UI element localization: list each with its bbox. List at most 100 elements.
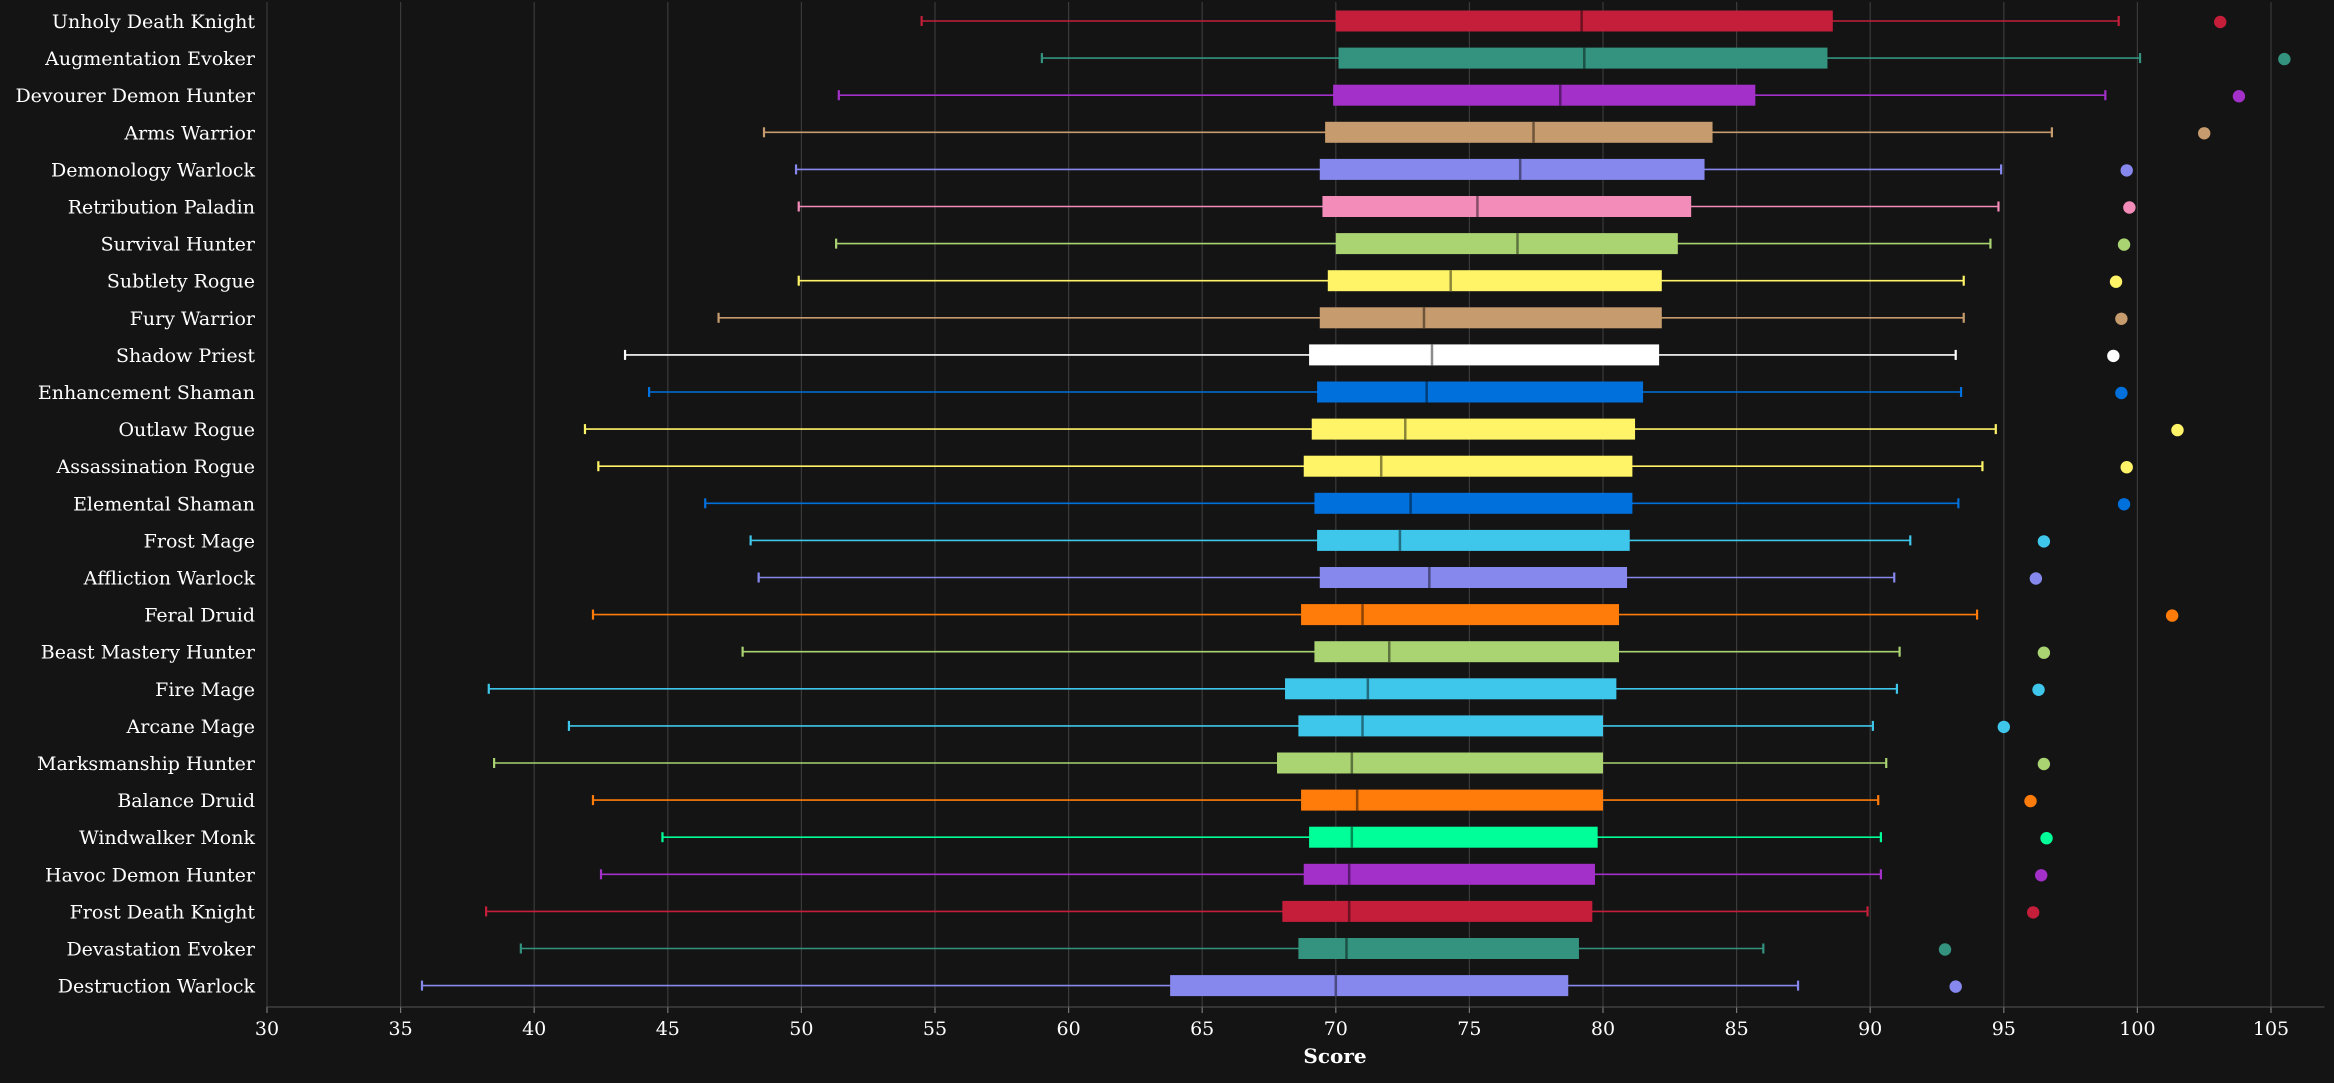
y-label-destruction-warlock: Destruction Warlock (58, 976, 256, 998)
outlier-point (1997, 720, 2011, 734)
outlier-point (2026, 906, 2040, 919)
y-label-frost-death-knight: Frost Death Knight (70, 901, 256, 923)
y-label-retribution-paladin: Retribution Paladin (68, 197, 255, 219)
x-tick-label-75: 75 (1457, 1018, 1481, 1040)
x-tick-label-60: 60 (1057, 1018, 1081, 1040)
iqr-box (1319, 307, 1662, 329)
iqr-box (1303, 863, 1595, 885)
box-fire-mage[interactable] (487, 678, 2045, 700)
box-balance-druid[interactable] (591, 789, 2037, 811)
iqr-box (1309, 344, 1660, 366)
x-tick-label-30: 30 (255, 1018, 279, 1040)
outlier-point (2232, 90, 2246, 103)
outlier-point (2171, 423, 2184, 437)
iqr-box (1285, 678, 1617, 700)
outlier-point (2109, 275, 2123, 288)
box-shadow-priest[interactable] (623, 344, 2120, 366)
y-label-arms-warrior: Arms Warrior (123, 122, 255, 144)
y-label-outlaw-rogue: Outlaw Rogue (118, 419, 255, 441)
box-affliction-warlock[interactable] (757, 567, 2043, 588)
box-assassination-rogue[interactable] (597, 455, 2133, 477)
iqr-box (1309, 826, 1598, 848)
outlier-point (2115, 386, 2128, 400)
iqr-box (1322, 196, 1692, 217)
box-destruction-warlock[interactable] (420, 975, 1962, 997)
iqr-box (1311, 418, 1636, 440)
iqr-box (1338, 47, 1828, 69)
outlier-point (2278, 52, 2291, 66)
outlier-point (2117, 498, 2131, 511)
outlier-point (2029, 572, 2043, 585)
y-label-havoc-demon-hunter: Havoc Demon Hunter (45, 864, 256, 886)
y-label-windwalker-monk: Windwalker Monk (79, 827, 255, 849)
box-elemental-shaman[interactable] (704, 492, 2131, 514)
x-tick-label-105: 105 (2253, 1018, 2289, 1040)
y-label-elemental-shaman: Elemental Shaman (73, 493, 255, 515)
y-label-augmentation-evoker: Augmentation Evoker (44, 48, 256, 70)
iqr-box (1325, 121, 1713, 143)
x-tick-label-100: 100 (2119, 1018, 2155, 1040)
x-tick-label-55: 55 (923, 1018, 947, 1040)
outlier-point (2040, 832, 2053, 845)
outlier-point (2115, 312, 2128, 325)
box-arcane-mage[interactable] (567, 715, 2011, 737)
iqr-box (1335, 233, 1678, 255)
box-havoc-demon-hunter[interactable] (599, 863, 2048, 885)
iqr-box (1317, 381, 1644, 403)
outlier-point (2165, 609, 2179, 622)
box-arms-warrior[interactable] (762, 121, 2211, 143)
iqr-box (1317, 529, 1630, 551)
box-frost-mage[interactable] (749, 529, 2051, 551)
box-demonology-warlock[interactable] (794, 158, 2133, 180)
box-feral-druid[interactable] (591, 604, 2179, 626)
y-label-devourer-demon-hunter: Devourer Demon Hunter (15, 85, 255, 107)
box-augmentation-evoker[interactable] (1040, 47, 2291, 69)
outlier-point (1938, 943, 1952, 956)
x-axis: 30 35 40 45 50 55 60 65 70 75 80 85 90 95 100 105 (255, 1006, 2325, 1040)
iqr-box (1277, 752, 1603, 774)
box-survival-hunter[interactable] (835, 233, 2131, 255)
y-label-unholy-death-knight: Unholy Death Knight (52, 11, 255, 33)
outlier-point (2120, 164, 2133, 177)
iqr-box (1282, 900, 1593, 922)
iqr-box (1301, 604, 1620, 626)
iqr-box (1319, 567, 1628, 588)
outlier-point (2037, 757, 2051, 771)
box-frost-death-knight[interactable] (485, 900, 2040, 922)
y-axis-labels: Unholy Death Knight Augmentation Evoker De… (15, 11, 255, 998)
y-label-fire-mage: Fire Mage (155, 679, 255, 701)
y-label-frost-mage: Frost Mage (144, 530, 255, 552)
iqr-box (1314, 641, 1620, 663)
box-devourer-demon-hunter[interactable] (837, 84, 2246, 106)
outlier-point (2024, 794, 2037, 808)
box-enhancement-shaman[interactable] (647, 381, 2128, 403)
iqr-box (1327, 270, 1662, 292)
iqr-box (1303, 455, 1633, 477)
y-label-marksmanship-hunter: Marksmanship Hunter (37, 753, 256, 775)
box-beast-mastery-hunter[interactable] (741, 641, 2051, 663)
outlier-point (2037, 535, 2051, 548)
y-label-affliction-warlock: Affliction Warlock (83, 568, 256, 590)
y-label-fury-warrior: Fury Warrior (130, 308, 256, 330)
x-tick-label-50: 50 (789, 1018, 813, 1040)
y-label-subtlety-rogue: Subtlety Rogue (107, 271, 255, 293)
box-subtlety-rogue[interactable] (797, 270, 2123, 292)
box-retribution-paladin[interactable] (797, 196, 2136, 217)
box-outlaw-rogue[interactable] (583, 418, 2184, 440)
box-fury-warrior[interactable] (717, 307, 2128, 329)
outlier-point (2035, 869, 2048, 882)
outlier-point (2123, 201, 2136, 214)
y-label-feral-druid: Feral Druid (144, 605, 255, 627)
iqr-box (1333, 84, 1756, 106)
y-label-devastation-evoker: Devastation Evoker (66, 939, 255, 961)
box-windwalker-monk[interactable] (661, 826, 2053, 848)
iqr-box (1170, 975, 1569, 997)
x-tick-label-85: 85 (1725, 1018, 1749, 1040)
box-devastation-evoker[interactable] (519, 938, 1952, 959)
y-label-enhancement-shaman: Enhancement Shaman (38, 382, 255, 404)
x-axis-title: Score (1303, 1044, 1366, 1068)
box-marksmanship-hunter[interactable] (493, 752, 2051, 774)
box-unholy-death-knight[interactable] (920, 10, 2227, 32)
